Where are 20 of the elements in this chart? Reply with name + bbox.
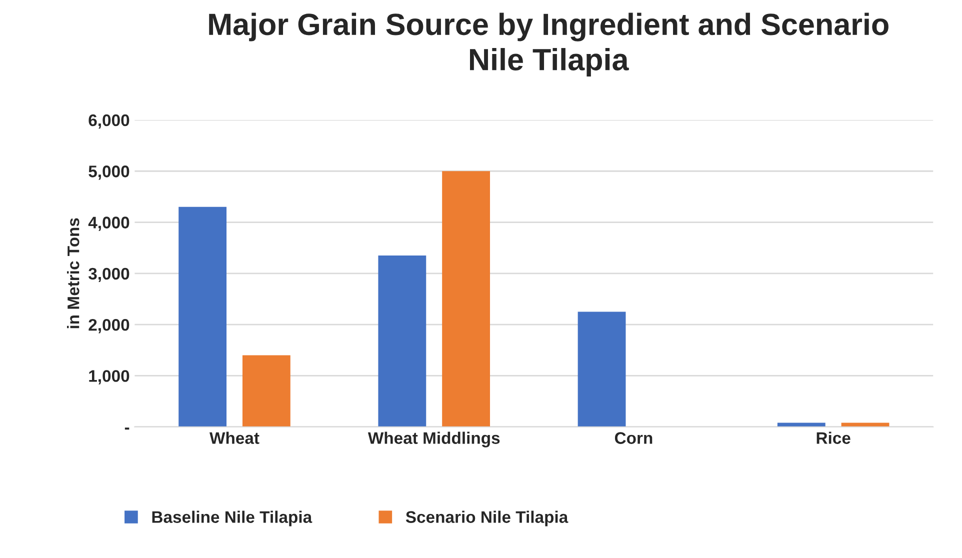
y-tick-label: 1,000 [89,370,130,384]
y-tick-label: 5,000 [88,166,130,180]
x-tick-label: Corn [614,432,652,444]
bar [442,171,490,427]
bar [378,256,426,427]
y-tick-label: 3,000 [88,268,130,282]
legend-label: Baseline Nile Tilapia [152,510,312,526]
y-tick-label: - [124,428,130,430]
x-tick-label: Wheat [210,432,260,444]
chart-title: Major Grain Source by Ingredient and Scenario Nile Tilapia [209,12,888,77]
y-axis-title: in Metric Tons [67,218,80,328]
y-tick-label: 2,000 [88,318,130,334]
y-tick-label: 4,000 [88,216,130,231]
legend-label: Scenario Nile Tilapia [406,510,568,526]
bar [178,206,227,427]
x-tick-label: Rice [816,432,850,444]
x-tick-label: Wheat Middlings [368,432,500,448]
bar [242,355,290,427]
y-tick-label: 6,000 [88,114,130,129]
bar [578,312,626,427]
